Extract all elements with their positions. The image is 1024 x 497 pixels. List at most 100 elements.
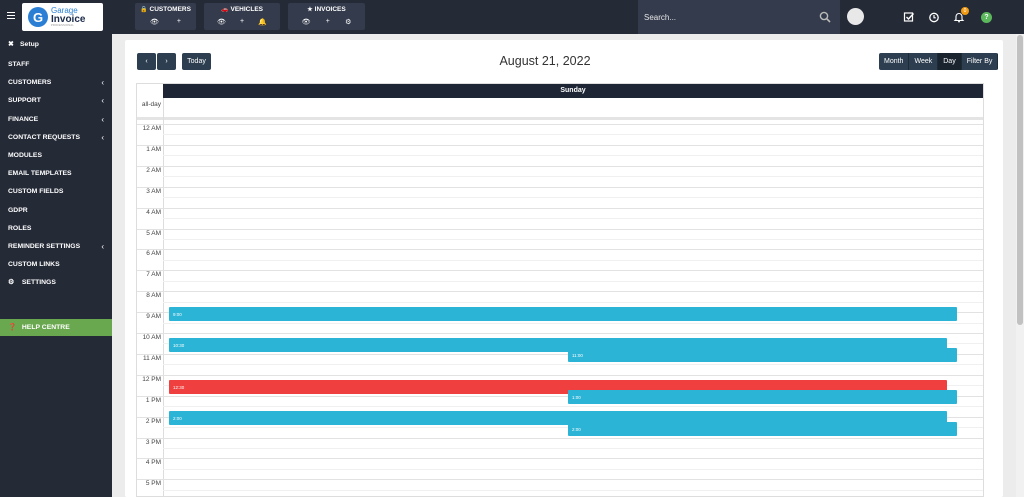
half-hour-line[interactable] bbox=[163, 468, 983, 470]
logo-mark-icon: G bbox=[28, 7, 48, 27]
search-bar bbox=[638, 0, 840, 34]
view-vehicles-icon[interactable]: 👁 bbox=[217, 19, 226, 26]
quick-invoices-title: INVOICES bbox=[314, 6, 346, 13]
hour-slot-line[interactable] bbox=[137, 353, 983, 355]
filter-by-button[interactable]: Filter By bbox=[961, 53, 999, 70]
tasks-check-icon[interactable] bbox=[903, 11, 915, 23]
vehicle-reminder-icon[interactable]: 🔔 bbox=[258, 19, 267, 26]
star-icon: ★ bbox=[307, 7, 313, 13]
hour-slot-line[interactable] bbox=[137, 186, 983, 188]
hour-slot-line[interactable] bbox=[137, 124, 983, 125]
quick-invoices: ★ INVOICES 👁 + ⚙ bbox=[288, 3, 365, 30]
half-hour-line[interactable] bbox=[163, 322, 983, 324]
help-centre-button[interactable]: ❓ HELP CENTRE bbox=[0, 319, 112, 336]
sidebar-item-settings[interactable]: ⚙ SETTINGS bbox=[0, 274, 112, 291]
view-customers-icon[interactable]: 👁 bbox=[150, 19, 159, 26]
calendar-event[interactable]: 11:00 bbox=[568, 348, 957, 363]
view-month-button[interactable]: Month bbox=[879, 53, 910, 70]
half-hour-line[interactable] bbox=[163, 489, 983, 491]
sidebar-item-custom-fields[interactable]: CUSTOM FIELDS bbox=[0, 183, 112, 200]
calendar-event[interactable]: 2:00 bbox=[568, 421, 957, 436]
hour-slot-line[interactable] bbox=[137, 144, 983, 146]
search-input[interactable] bbox=[638, 0, 818, 34]
day-grid: Sunday all-day 12 AM 1 AM 2 AM 3 AM 4 AM 5 AM… bbox=[136, 83, 984, 497]
sidebar-item-contact-requests[interactable]: CONTACT REQUESTS ‹ bbox=[0, 129, 112, 146]
sidebar-item-support[interactable]: SUPPORT ‹ bbox=[0, 92, 112, 109]
invoice-settings-icon[interactable]: ⚙ bbox=[345, 19, 352, 26]
view-week-button[interactable]: Week bbox=[909, 53, 939, 70]
sidebar-setup[interactable]: ✖ Setup bbox=[0, 36, 112, 53]
half-hour-line[interactable] bbox=[163, 259, 983, 261]
lock-icon: 🔒 bbox=[140, 7, 148, 13]
help-centre-label: HELP CENTRE bbox=[21, 324, 70, 331]
hour-slot-line[interactable] bbox=[137, 249, 983, 251]
today-button[interactable]: Today bbox=[182, 53, 211, 70]
half-hour-line[interactable] bbox=[163, 134, 983, 136]
half-hour-line[interactable] bbox=[163, 301, 983, 303]
hour-label: 5 PM bbox=[145, 480, 161, 488]
sidebar-item-staff[interactable]: STAFF bbox=[0, 56, 112, 73]
sidebar-item-roles[interactable]: ROLES bbox=[0, 220, 112, 237]
add-vehicle-icon[interactable]: + bbox=[240, 18, 245, 25]
prev-button[interactable]: ‹ bbox=[137, 53, 156, 70]
add-customer-icon[interactable]: + bbox=[176, 18, 181, 25]
half-hour-line[interactable] bbox=[163, 280, 983, 282]
next-button[interactable]: › bbox=[157, 53, 176, 70]
hour-slot-line[interactable] bbox=[137, 207, 983, 209]
search-icon[interactable] bbox=[819, 11, 831, 23]
half-hour-line[interactable] bbox=[163, 364, 983, 366]
half-hour-line[interactable] bbox=[163, 176, 983, 178]
hour-slot-line[interactable] bbox=[137, 270, 983, 272]
sidebar-item-email-templates[interactable]: EMAIL TEMPLATES bbox=[0, 165, 112, 182]
car-icon: 🚗 bbox=[221, 7, 229, 13]
hour-slot-line[interactable] bbox=[137, 395, 983, 397]
hour-label: 4 AM bbox=[146, 208, 161, 216]
all-day-row[interactable] bbox=[137, 98, 983, 120]
hour-slot-line[interactable] bbox=[137, 165, 983, 167]
half-hour-line[interactable] bbox=[163, 447, 983, 449]
sidebar-item-modules[interactable]: MODULES bbox=[0, 147, 112, 164]
half-hour-line[interactable] bbox=[163, 406, 983, 408]
sidebar-item-label: MODULES bbox=[8, 152, 42, 159]
logo-text-sub: PROFESSIONAL bbox=[51, 23, 75, 27]
hour-slot-line[interactable] bbox=[137, 333, 983, 334]
calendar-event[interactable]: 1:00 bbox=[568, 390, 957, 405]
hour-slot-line[interactable] bbox=[137, 458, 983, 460]
half-hour-line[interactable] bbox=[163, 218, 983, 220]
menu-toggle-icon[interactable] bbox=[7, 12, 15, 19]
hour-slot-line[interactable] bbox=[137, 374, 983, 376]
logo-text-top: Garage bbox=[51, 5, 78, 15]
calendar-card: ‹ › Today August 21, 2022 Month Week Day… bbox=[125, 40, 1003, 497]
sidebar-item-custom-links[interactable]: CUSTOM LINKS bbox=[0, 256, 112, 273]
notifications-bell-icon[interactable] bbox=[953, 11, 965, 23]
help-question-icon[interactable]: ? bbox=[981, 12, 992, 23]
sidebar-item-label: CUSTOM LINKS bbox=[8, 261, 60, 269]
sidebar-item-finance[interactable]: FINANCE ‹ bbox=[0, 111, 112, 128]
half-hour-line[interactable] bbox=[163, 155, 983, 157]
half-hour-line[interactable] bbox=[163, 197, 983, 199]
close-setup-icon[interactable]: ✖ bbox=[8, 41, 14, 48]
hour-label: 10 AM bbox=[142, 334, 161, 341]
hour-slot-line[interactable] bbox=[137, 291, 983, 293]
half-hour-line[interactable] bbox=[163, 238, 983, 240]
hour-slot-line[interactable] bbox=[137, 437, 983, 439]
hour-label: 3 AM bbox=[146, 187, 161, 195]
add-invoice-icon[interactable]: + bbox=[325, 18, 330, 25]
chevron-left-icon: ‹ bbox=[101, 242, 104, 251]
timer-clock-icon[interactable] bbox=[928, 11, 940, 23]
sidebar-item-label: GDPR bbox=[8, 206, 28, 214]
hour-slot-line[interactable] bbox=[137, 228, 983, 230]
sidebar-item-label: EMAIL TEMPLATES bbox=[8, 170, 72, 178]
view-invoices-icon[interactable]: 👁 bbox=[301, 19, 311, 26]
calendar-event[interactable]: 9:00 bbox=[169, 306, 957, 321]
scrollbar-thumb[interactable] bbox=[1017, 35, 1023, 325]
user-avatar[interactable] bbox=[847, 8, 864, 25]
sidebar-item-gdpr[interactable]: GDPR bbox=[0, 202, 112, 219]
page-scrollbar[interactable] bbox=[1016, 34, 1024, 497]
sidebar-item-customers[interactable]: CUSTOMERS ‹ bbox=[0, 74, 112, 91]
app-logo[interactable]: G Garage Invoice PROFESSIONAL bbox=[22, 3, 103, 31]
sidebar-item-reminder-settings[interactable]: REMINDER SETTINGS ‹ bbox=[0, 238, 112, 255]
time-axis-divider bbox=[163, 98, 164, 496]
view-day-button[interactable]: Day bbox=[938, 53, 962, 70]
hour-slot-line[interactable] bbox=[137, 479, 983, 481]
